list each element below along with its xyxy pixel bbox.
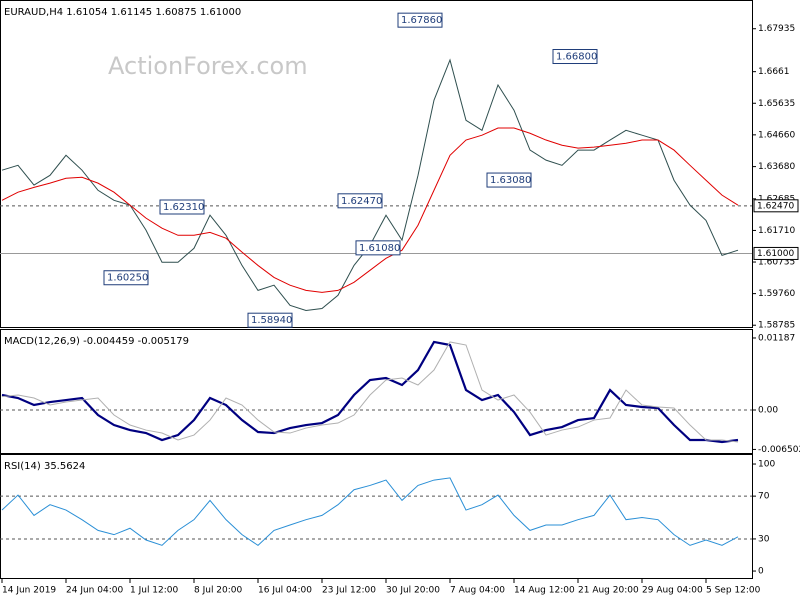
annotation-label: 1.62310	[163, 202, 204, 213]
x-tick-label: 14 Jun 2019	[2, 586, 56, 596]
y-tick-label: 1.61710	[758, 226, 795, 236]
y-tick-label: 1.63680	[758, 162, 795, 172]
panel-title: EURAUD,H4 1.61054 1.61145 1.60875 1.6100…	[4, 7, 241, 18]
x-tick-label: 23 Jul 12:00	[322, 586, 376, 596]
x-tick-label: 7 Aug 04:00	[450, 586, 505, 596]
y-tick-label: 30	[758, 534, 770, 544]
watermark: ActionForex.com	[108, 52, 308, 80]
series-line	[1, 477, 739, 546]
x-tick-label: 5 Sep 12:00	[706, 586, 761, 596]
y-tick-label: 1.60735	[758, 258, 795, 268]
annotation-label: 1.58940	[251, 315, 292, 326]
series-line	[1, 340, 739, 444]
panel-frame	[0, 329, 753, 454]
x-tick-label: 29 Aug 04:00	[642, 586, 703, 596]
annotation-label: 1.63080	[490, 175, 531, 186]
x-tick-label: 8 Jul 20:00	[194, 586, 243, 596]
annotation-label: 1.60250	[107, 273, 148, 284]
y-tick-label: 70	[758, 492, 770, 502]
annotation-box	[486, 172, 532, 188]
panel-title: RSI(14) 35.5624	[4, 461, 85, 472]
annotation-label: 1.61080	[359, 243, 400, 254]
annotation-label: 1.62470	[341, 196, 382, 207]
y-tick-label: 1.65635	[758, 99, 795, 109]
x-tick-label: 16 Jul 04:00	[258, 586, 312, 596]
annotation-label: 1.66800	[556, 52, 597, 63]
y-tick-label: 0.00	[758, 405, 778, 415]
annotation-box	[397, 12, 443, 28]
panel-frame	[0, 454, 753, 579]
y-tick-label: 1.6661	[758, 67, 790, 77]
series-line	[1, 127, 739, 293]
y-tick-label: 1.67935	[758, 24, 795, 34]
x-tick-label: 21 Aug 20:00	[578, 586, 639, 596]
annotation-label: 1.67860	[401, 15, 442, 26]
annotation-box	[247, 312, 293, 328]
y-tick-label: 100	[758, 460, 775, 470]
level-box	[753, 199, 799, 213]
x-tick-label: 14 Aug 12:00	[514, 586, 575, 596]
y-tick-label: 1.64660	[758, 130, 795, 140]
annotation-box	[355, 240, 401, 256]
annotation-box	[337, 193, 383, 209]
y-tick-label: 1.58785	[758, 321, 795, 331]
annotation-box	[103, 270, 149, 286]
y-tick-label: 0.01187	[758, 333, 795, 343]
x-tick-label: 1 Jul 12:00	[130, 586, 179, 596]
series-line	[1, 341, 739, 443]
y-tick-label: 1.59760	[758, 289, 795, 299]
y-tick-label: 0	[758, 567, 764, 577]
level-label: 1.61000	[757, 249, 794, 259]
level-box	[753, 246, 799, 260]
y-tick-label: -0.006502	[758, 445, 800, 455]
annotation-box	[552, 49, 598, 65]
panel-title: MACD(12,26,9) -0.004459 -0.005179	[4, 336, 189, 347]
panel-frame	[0, 0, 753, 328]
x-tick-label: 30 Jul 20:00	[386, 586, 440, 596]
level-label: 1.62470	[757, 201, 794, 211]
annotation-box	[159, 199, 205, 215]
x-tick-label: 24 Jun 04:00	[66, 586, 123, 596]
